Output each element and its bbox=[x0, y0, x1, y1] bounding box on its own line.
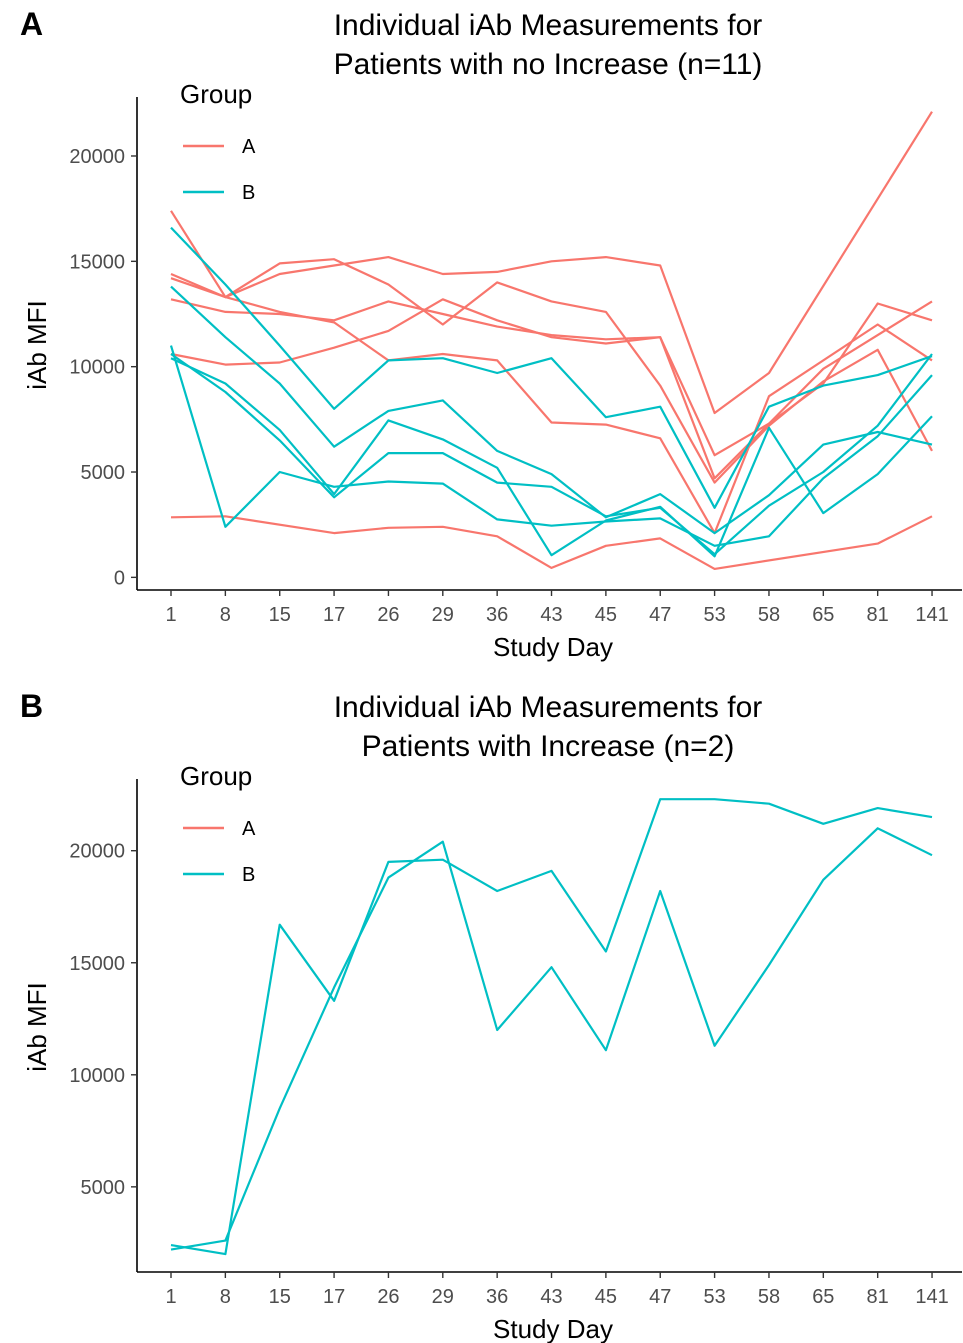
panel-b-y-tick-label: 5000 bbox=[81, 1177, 126, 1199]
panel-b-x-tick-label: 43 bbox=[540, 1286, 562, 1308]
panel-b-x-tick-label: 29 bbox=[432, 1286, 454, 1308]
panel-b-x-tick-label: 45 bbox=[595, 1286, 617, 1308]
panel-a-series-a-4 bbox=[170, 298, 933, 457]
panel-b-x-tick-label: 1 bbox=[165, 1286, 176, 1308]
panel-a-title-line-2: Patients with no Increase (n=11) bbox=[334, 48, 763, 81]
panel-a-x-tick-label: 45 bbox=[595, 604, 617, 626]
panel-a-x-tick-label: 47 bbox=[649, 604, 671, 626]
panel-b-x-tick-label: 17 bbox=[323, 1286, 345, 1308]
panel-b-x-tick-label: 141 bbox=[915, 1286, 948, 1308]
panel-b-x-tick-label: 15 bbox=[269, 1286, 291, 1308]
panel-b-legend-title: Group bbox=[180, 761, 252, 791]
panel-a-legend-label-b: B bbox=[242, 182, 255, 204]
panel-a-x-tick-label: 36 bbox=[486, 604, 508, 626]
panel-b-legend-label-a: A bbox=[242, 818, 256, 840]
panel-a-x-tick-label: 26 bbox=[377, 604, 399, 626]
panel-b-tag: B bbox=[20, 688, 43, 724]
panel-b-x-tick-label: 58 bbox=[758, 1286, 780, 1308]
panel-a-x-axis-label: Study Day bbox=[493, 632, 613, 662]
panel-a-x-tick-label: 65 bbox=[812, 604, 834, 626]
panel-a-legend: Group A B bbox=[180, 79, 256, 204]
panel-b-series-b-1 bbox=[170, 798, 933, 1256]
panel-a-series-a-5 bbox=[170, 298, 933, 480]
panel-a-x-tick-label: 17 bbox=[323, 604, 345, 626]
panel-a-series-b-11 bbox=[170, 353, 933, 556]
panel-b-series-b-2 bbox=[170, 827, 933, 1251]
panel-a-x-tick-label: 141 bbox=[915, 604, 948, 626]
panel-a-legend-label-a: A bbox=[242, 136, 256, 158]
panel-a-series-b-9 bbox=[169, 345, 933, 547]
panel-b-x-tick-label: 53 bbox=[703, 1286, 725, 1308]
panel-b-legend: Group A B bbox=[180, 761, 256, 886]
panel-a-y-tick-label: 10000 bbox=[69, 357, 125, 379]
panel-a-series-b-10 bbox=[170, 357, 933, 558]
panel-a-y-tick-label: 20000 bbox=[69, 146, 125, 168]
panel-b-legend-label-b: B bbox=[242, 864, 255, 886]
panel-b-x-tick-label: 47 bbox=[649, 1286, 671, 1308]
panel-a-x-tick-label: 15 bbox=[269, 604, 291, 626]
panel-b-y-tick-label: 10000 bbox=[69, 1065, 125, 1087]
panel-a-y-axis-label: iAb MFI bbox=[22, 300, 52, 390]
panel-b-x-tick-label: 26 bbox=[377, 1286, 399, 1308]
panel-b-title-line-2: Patients with Increase (n=2) bbox=[362, 730, 735, 763]
panel-a-y-tick-label: 15000 bbox=[69, 251, 125, 273]
panel-a-series-b-8 bbox=[170, 285, 933, 535]
panel-a: A Individual iAb Measurements for Patien… bbox=[20, 6, 962, 662]
panel-b-y-tick-label: 20000 bbox=[69, 841, 125, 863]
panel-b-x-tick-label: 81 bbox=[867, 1286, 889, 1308]
panel-a-x-tick-label: 58 bbox=[758, 604, 780, 626]
panel-a-series-a-6 bbox=[170, 515, 933, 570]
panel-a-tag: A bbox=[20, 6, 43, 42]
panel-a-y-tick-label: 0 bbox=[114, 567, 125, 589]
panel-a-series-a-1 bbox=[170, 210, 933, 535]
panel-a-x-tick-label: 53 bbox=[703, 604, 725, 626]
panel-b-y-axis-label: iAb MFI bbox=[22, 982, 52, 1072]
panel-a-x-tick-label: 81 bbox=[867, 604, 889, 626]
panel-a-series-a-3 bbox=[170, 111, 933, 415]
panel-a-series-b-7 bbox=[170, 226, 933, 509]
panel-b-x-axis-label: Study Day bbox=[493, 1314, 613, 1343]
panel-b-x-tick-label: 8 bbox=[220, 1286, 231, 1308]
panel-b-title-line-1: Individual iAb Measurements for bbox=[334, 691, 763, 724]
panel-a-title-line-1: Individual iAb Measurements for bbox=[334, 9, 763, 42]
panel-a-x-tick-label: 43 bbox=[540, 604, 562, 626]
panel-b-x-tick-label: 65 bbox=[812, 1286, 834, 1308]
panel-a-y-tick-label: 5000 bbox=[81, 462, 126, 484]
panel-b-y-tick-label: 15000 bbox=[69, 953, 125, 975]
panel-a-x-tick-label: 8 bbox=[220, 604, 231, 626]
panel-b-x-tick-label: 36 bbox=[486, 1286, 508, 1308]
panel-b-plot: 5000 10000 15000 20000 1 8 15 17 26 29 36 43 45 47 53 5… bbox=[69, 779, 962, 1308]
panel-a-x-tick-label: 29 bbox=[432, 604, 454, 626]
panel-b: B Individual iAb Measurements for Patien… bbox=[20, 688, 962, 1343]
panel-a-x-tick-label: 1 bbox=[165, 604, 176, 626]
panel-a-plot: 0 5000 10000 15000 20000 1 8 15 17 26 29 36 43 45 47 53… bbox=[69, 97, 962, 626]
panel-a-legend-title: Group bbox=[180, 79, 252, 109]
